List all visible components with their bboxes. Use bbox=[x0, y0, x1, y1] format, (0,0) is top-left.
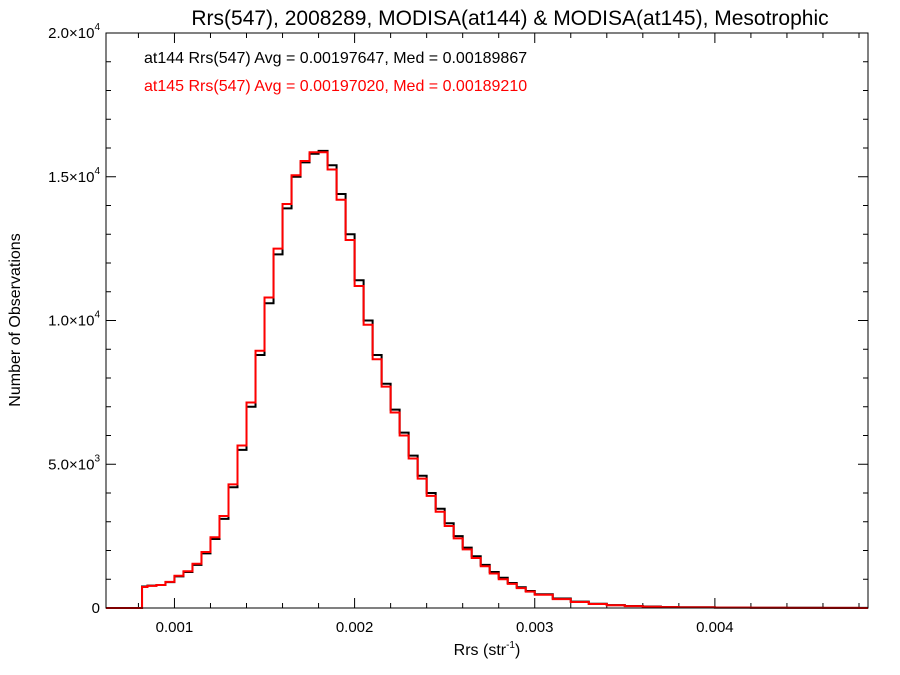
series-layer bbox=[106, 149, 868, 609]
x-tick-label: 0.004 bbox=[696, 619, 734, 636]
y-tick-label-base: 0 bbox=[92, 600, 100, 617]
x-axis-title-superscript: -1 bbox=[506, 640, 515, 651]
x-axis-title-close: ) bbox=[515, 642, 520, 659]
y-tick-label: 5.0×103 bbox=[48, 453, 100, 473]
y-tick-label-base: 1.5×10 bbox=[48, 169, 94, 186]
y-tick-label-exponent: 4 bbox=[94, 22, 100, 33]
histogram-series-at145 bbox=[106, 151, 868, 609]
x-tick-label: 0.001 bbox=[156, 619, 194, 636]
axis-ticks bbox=[106, 32, 868, 609]
y-tick-label: 1.5×104 bbox=[48, 166, 100, 186]
y-tick-label: 1.0×104 bbox=[48, 310, 100, 330]
chart-title: Rrs(547), 2008289, MODISA(at144) & MODIS… bbox=[191, 7, 828, 30]
annotation-at145: at145 Rrs(547) Avg = 0.00197020, Med = 0… bbox=[144, 78, 527, 95]
x-tick-label: 0.002 bbox=[336, 619, 374, 636]
y-tick-label-exponent: 4 bbox=[94, 166, 100, 177]
y-tick-label-base: 1.0×10 bbox=[48, 313, 94, 330]
x-axis-title: Rrs (str-1) bbox=[454, 640, 521, 659]
x-tick-labels: 0.001 0.002 0.003 0.004 bbox=[156, 619, 734, 636]
x-tick-label: 0.003 bbox=[516, 619, 554, 636]
plot-frame bbox=[105, 32, 869, 609]
y-tick-label-exponent: 3 bbox=[94, 453, 100, 464]
x-axis-title-text: Rrs (str bbox=[454, 642, 507, 659]
y-tick-label: 0 bbox=[92, 600, 100, 617]
y-tick-label-base: 5.0×10 bbox=[48, 456, 94, 473]
y-tick-label: 2.0×104 bbox=[48, 22, 100, 42]
annotation-at144: at144 Rrs(547) Avg = 0.00197647, Med = 0… bbox=[144, 50, 527, 67]
y-axis-title: Number of Observations bbox=[7, 233, 24, 406]
y-tick-label-base: 2.0×10 bbox=[48, 25, 94, 42]
y-tick-label-exponent: 4 bbox=[94, 310, 100, 321]
